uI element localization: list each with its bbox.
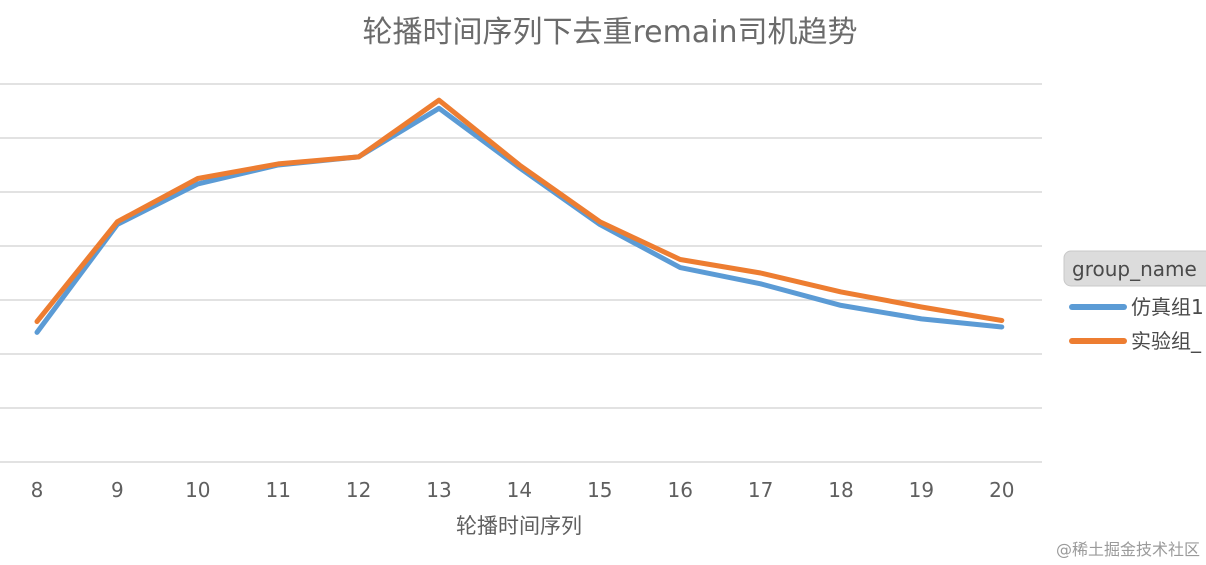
x-tick-label: 15 <box>587 478 612 502</box>
x-tick-label: 11 <box>265 478 290 502</box>
chart-title: 轮播时间序列下去重remain司机趋势 <box>362 15 857 50</box>
legend-label-series-1: 仿真组1 <box>1131 295 1204 319</box>
x-tick-label: 10 <box>185 478 210 502</box>
x-tick-label: 8 <box>31 478 44 502</box>
x-tick-label: 13 <box>426 478 451 502</box>
x-tick-label: 12 <box>346 478 371 502</box>
x-tick-label: 17 <box>748 478 773 502</box>
series-lines <box>34 97 1005 335</box>
legend: group_name 仿真组1 实验组_ <box>1063 250 1206 353</box>
x-tick-label: 19 <box>909 478 934 502</box>
legend-title: group_name <box>1072 257 1197 281</box>
x-tick-label: 20 <box>989 478 1014 502</box>
x-tick-label: 9 <box>111 478 124 502</box>
legend-label-series-2: 实验组_ <box>1131 329 1202 353</box>
series-line-2 <box>34 97 1005 325</box>
gridlines <box>0 83 1042 463</box>
x-tick-label: 18 <box>828 478 853 502</box>
x-tick-label: 16 <box>667 478 692 502</box>
series-line-1 <box>34 105 1005 335</box>
legend-header-box <box>1063 250 1206 287</box>
x-tick-label: 14 <box>507 478 532 502</box>
x-axis-label: 轮播时间序列 <box>456 514 582 538</box>
watermark: @稀土掘金技术社区 <box>1056 540 1200 559</box>
x-axis-ticks: 8 9 10 11 12 13 14 15 16 17 18 19 20 <box>31 478 1015 502</box>
